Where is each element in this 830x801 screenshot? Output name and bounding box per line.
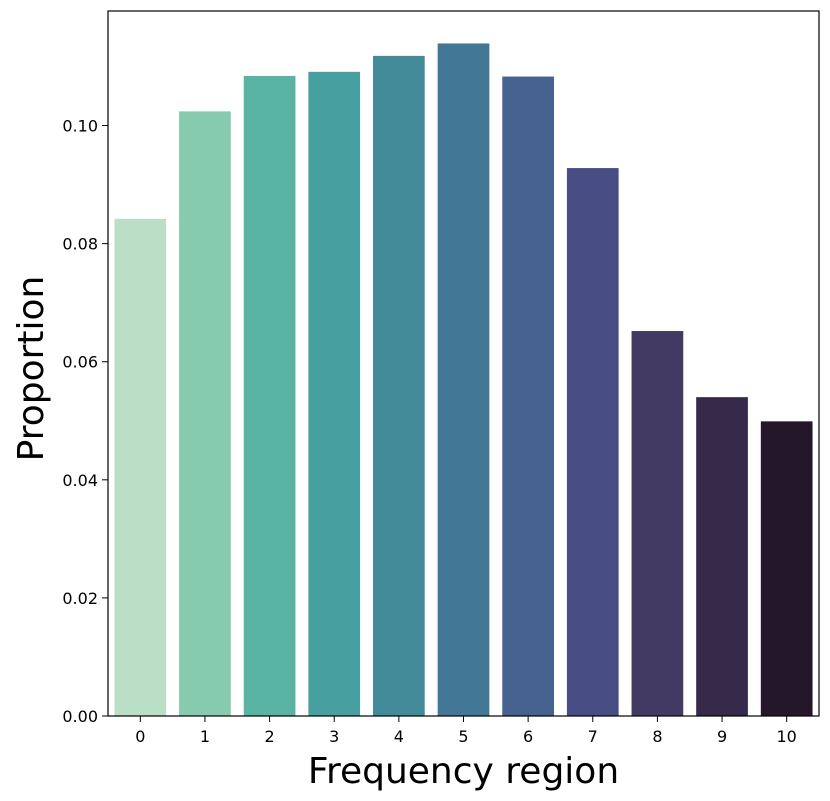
bar-6 <box>502 76 554 717</box>
y-axis-label: Proportion <box>11 276 52 462</box>
y-tick-label: 0.08 <box>62 235 98 254</box>
x-tick-label: 9 <box>717 727 727 746</box>
y-tick-label: 0.06 <box>62 353 98 372</box>
y-tick-label: 0.00 <box>62 707 98 726</box>
bar-7 <box>566 168 619 716</box>
x-axis-label: Frequency region <box>308 751 619 792</box>
bar-5 <box>437 43 490 717</box>
y-tick-label: 0.04 <box>62 471 98 490</box>
bars-group <box>114 43 813 717</box>
x-tick-label: 2 <box>264 727 274 746</box>
x-tick-label: 6 <box>523 727 533 746</box>
bar-2 <box>243 75 296 716</box>
plot-frame <box>107 10 820 717</box>
x-tick-label: 4 <box>394 727 404 746</box>
x-tick-label: 5 <box>458 727 468 746</box>
x-tick-label: 7 <box>588 727 598 746</box>
y-axis-ticks: 0.00 0.02 0.04 0.06 0.08 0.10 <box>62 117 108 726</box>
bar-1 <box>179 111 231 716</box>
x-axis-ticks: 0 1 2 3 4 5 6 7 8 9 10 <box>135 716 797 746</box>
x-tick-label: 1 <box>200 727 210 746</box>
x-tick-label: 3 <box>329 727 339 746</box>
bar-0 <box>114 218 167 716</box>
y-tick-label: 0.02 <box>62 589 98 608</box>
bar-4 <box>373 55 425 717</box>
bar-3 <box>308 71 361 716</box>
y-tick-label: 0.10 <box>62 117 98 136</box>
x-tick-label: 10 <box>777 727 797 746</box>
bar-10 <box>760 421 813 716</box>
bar-8 <box>631 331 684 716</box>
x-tick-label: 8 <box>652 727 662 746</box>
x-tick-label: 0 <box>135 727 145 746</box>
bar-9 <box>696 397 748 716</box>
